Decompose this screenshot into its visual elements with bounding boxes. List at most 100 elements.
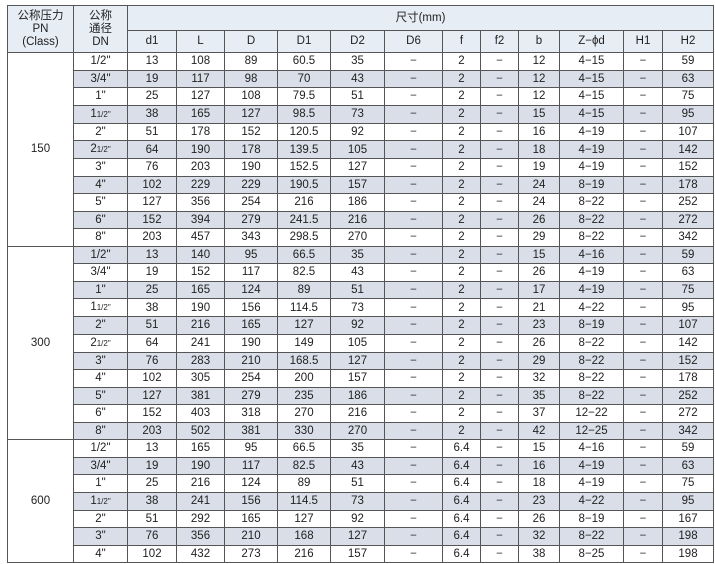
nominal-diameter-cell: 1/2"	[73, 439, 128, 458]
cell-d1: 76	[127, 158, 177, 177]
cell-h1: −	[623, 421, 663, 440]
cell-h2: 63	[661, 69, 715, 88]
table-row: 600 1/2" 13 165 95 66.5 35−6.4−15 4−16−59	[7, 439, 715, 563]
cell-h1: −	[623, 351, 663, 370]
cell-h1: −	[623, 333, 663, 353]
cell-h1: −	[623, 122, 663, 141]
cell-h1: −	[623, 298, 663, 317]
nominal-diameter-cell: 3/4"	[73, 456, 128, 475]
dn-value: 1"	[95, 283, 106, 296]
pressure-class-cell: 150	[7, 52, 74, 247]
cell-d1: 89	[277, 474, 331, 493]
cell-f: 2	[442, 245, 481, 264]
cell-f2: −	[480, 386, 519, 405]
cell-d1: 13	[127, 52, 177, 71]
cell-d: 190	[224, 158, 278, 177]
dn-fraction: 1/2"	[96, 338, 111, 348]
cell-d2: 157	[330, 544, 385, 563]
cell-d1: 79.5	[277, 87, 331, 106]
table-row: 1" 25 216 124 89 51−6.4−18 4−19−75	[8, 474, 715, 493]
cell-d1: 216	[277, 193, 331, 212]
cell-d6: −	[384, 369, 443, 388]
cell-d1: 102	[127, 369, 177, 388]
cell-l: 165	[176, 439, 225, 458]
cell-d1: 38	[127, 298, 177, 317]
cell-l: 305	[176, 369, 225, 388]
cell-b: 24	[518, 175, 560, 194]
dn-fraction: 1/2"	[96, 109, 111, 119]
nominal-diameter-cell: 3/4"	[73, 263, 128, 282]
cell-d1: 19	[127, 456, 177, 475]
cell-d6: −	[384, 333, 443, 353]
dn-value: 3/4"	[90, 266, 111, 279]
cell-d1: 114.5	[277, 491, 331, 511]
cell-f: 6.4	[442, 509, 481, 528]
cell-d2: 92	[330, 509, 385, 528]
cell-f: 6.4	[442, 527, 481, 546]
cell-f: 6.4	[442, 491, 481, 511]
cell-d6: −	[384, 527, 443, 546]
cell-h2: 142	[661, 333, 715, 353]
cell-f2: −	[480, 104, 519, 124]
cell-f: 6.4	[442, 544, 481, 563]
table-row: 5" 127 381 279 235 186−2−35 8−22−252	[8, 386, 715, 405]
cell-h2: 198	[661, 527, 715, 546]
cell-d1: 139.5	[277, 140, 331, 159]
cell-zd: 8−22	[559, 351, 624, 370]
nominal-diameter-cell: 1/2"	[73, 245, 128, 264]
cell-h2: 75	[661, 474, 715, 493]
table-row: 2" 51 216 165 127 92−2−23 8−19−107	[8, 316, 715, 335]
cell-b: 23	[518, 316, 560, 335]
cell-d2: 73	[330, 298, 385, 317]
dn-value: 1/2"	[90, 55, 111, 68]
cell-d2: 216	[330, 210, 385, 229]
nominal-diameter-cell: 1/2"	[73, 52, 128, 71]
cell-d6: −	[384, 193, 443, 212]
cell-f2: −	[480, 333, 519, 353]
cell-l: 108	[176, 52, 225, 71]
cell-h1: −	[623, 280, 663, 299]
column-header: L	[176, 30, 225, 53]
cell-h2: 75	[661, 280, 715, 299]
cell-d2: 127	[330, 527, 385, 546]
column-header: H1	[623, 30, 663, 53]
nominal-diameter-cell: 3"	[73, 527, 128, 546]
cell-h2: 142	[661, 140, 715, 159]
cell-l: 403	[176, 404, 225, 423]
cell-l: 432	[176, 544, 225, 563]
flange-dimension-table: 公称压力 PN (Class) 公称 通径 DN 尺寸(mm) d1 L D D1 D2…	[7, 5, 715, 563]
table-row: 3" 76 283 210 168.5 127−2−29 8−22−152	[8, 351, 715, 370]
cell-d1: 25	[127, 474, 177, 493]
table-row: 3/4" 19 190 117 82.5 43−6.4−16 4−19−63	[8, 456, 715, 475]
cell-d: 165	[224, 509, 278, 528]
cell-b: 38	[518, 544, 560, 563]
cell-d1: 114.5	[277, 298, 331, 317]
cell-d: 229	[224, 175, 278, 194]
cell-d1: 89	[277, 280, 331, 299]
cell-d: 95	[224, 245, 278, 264]
cell-d1: 241.5	[277, 210, 331, 229]
cell-d2: 51	[330, 87, 385, 106]
cell-d1: 330	[277, 421, 331, 440]
table-row: 2" 51 178 152 120.5 92−2−16 4−19−107	[8, 122, 715, 141]
cell-d: 279	[224, 210, 278, 229]
cell-d1: 76	[127, 527, 177, 546]
cell-f: 2	[442, 369, 481, 388]
cell-f: 6.4	[442, 474, 481, 493]
cell-d: 124	[224, 474, 278, 493]
cell-h2: 342	[661, 228, 715, 247]
cell-d6: −	[384, 421, 443, 440]
cell-f2: −	[480, 158, 519, 177]
dn-value: 6"	[95, 407, 106, 420]
nominal-diameter-cell: 8"	[73, 421, 128, 440]
cell-h1: −	[623, 52, 663, 71]
cell-h1: −	[623, 509, 663, 528]
cell-zd: 8−22	[559, 210, 624, 229]
cell-d2: 157	[330, 369, 385, 388]
cell-d1: 102	[127, 175, 177, 194]
nominal-diameter-cell: 21/2"	[73, 140, 128, 159]
table-row: 4" 102 229 229 190.5 157−2−24 8−19−178	[8, 175, 715, 194]
cell-l: 241	[176, 333, 225, 353]
cell-zd: 4−19	[559, 122, 624, 141]
dn-value: 3"	[95, 530, 106, 543]
